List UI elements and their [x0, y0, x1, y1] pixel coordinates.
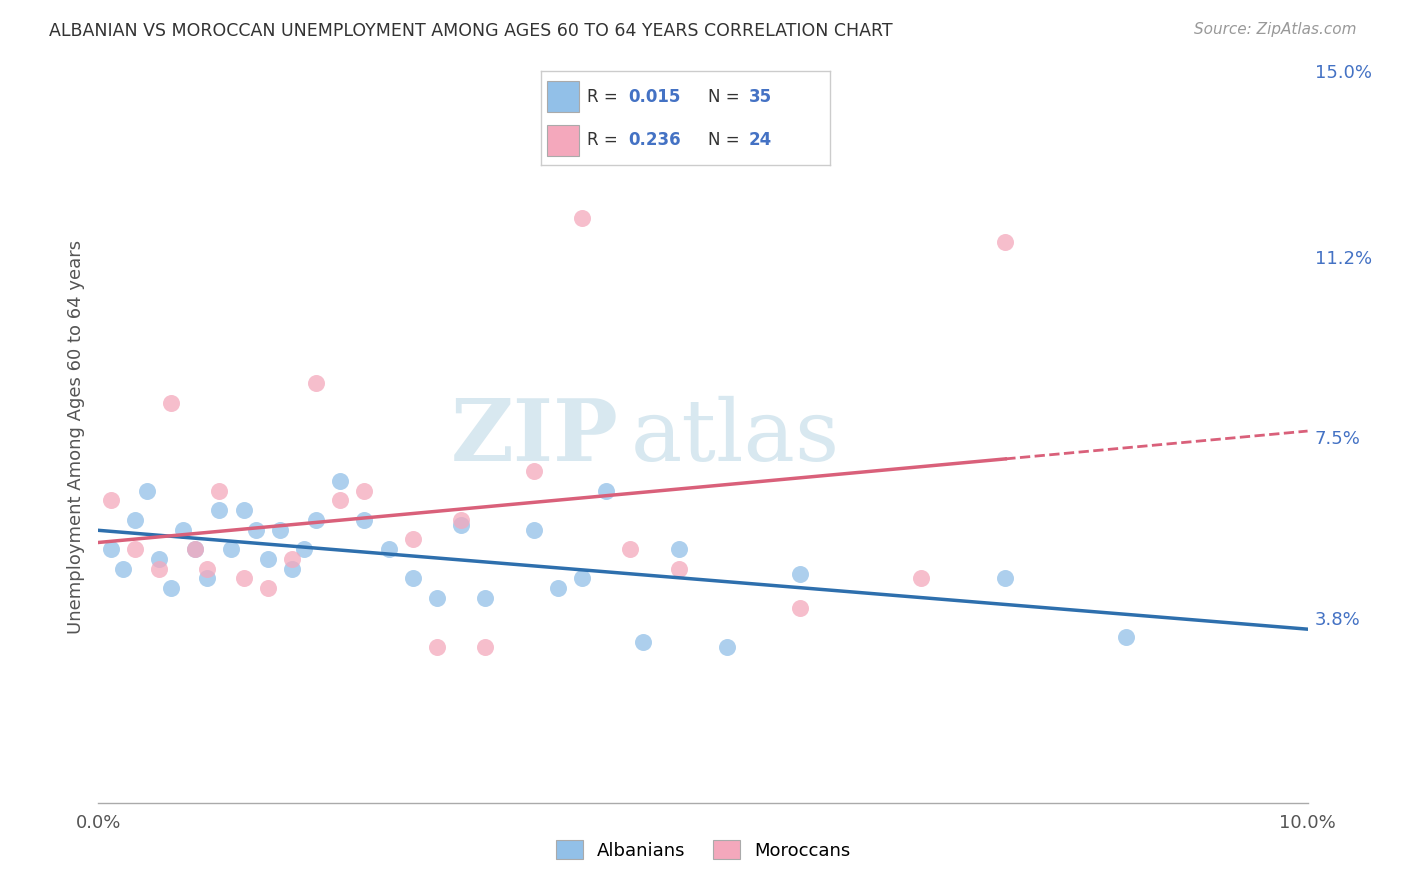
Text: 24: 24	[749, 131, 772, 149]
Point	[426, 591, 449, 605]
Point	[450, 517, 472, 532]
Text: N =: N =	[709, 131, 745, 149]
Point	[195, 572, 218, 586]
Point	[135, 483, 157, 498]
Point	[619, 542, 641, 557]
Text: ALBANIAN VS MOROCCAN UNEMPLOYMENT AMONG AGES 60 TO 64 YEARS CORRELATION CHART: ALBANIAN VS MOROCCAN UNEMPLOYMENT AMONG …	[49, 22, 893, 40]
Point	[426, 640, 449, 654]
Point	[124, 513, 146, 527]
Point	[523, 523, 546, 537]
Y-axis label: Unemployment Among Ages 60 to 64 years: Unemployment Among Ages 60 to 64 years	[66, 240, 84, 634]
Point	[148, 552, 170, 566]
Point	[631, 635, 654, 649]
Point	[281, 562, 304, 576]
FancyBboxPatch shape	[547, 81, 579, 112]
Point	[245, 523, 267, 537]
Point	[789, 566, 811, 581]
Point	[184, 542, 207, 557]
Point	[353, 483, 375, 498]
Point	[377, 542, 399, 557]
Point	[208, 503, 231, 517]
Point	[547, 581, 569, 595]
Text: 0.015: 0.015	[627, 87, 681, 105]
Point	[184, 542, 207, 557]
Point	[402, 572, 425, 586]
Text: N =: N =	[709, 87, 745, 105]
Point	[256, 581, 278, 595]
Text: 35: 35	[749, 87, 772, 105]
Point	[305, 513, 328, 527]
Point	[292, 542, 315, 557]
Point	[474, 591, 496, 605]
Text: 0.236: 0.236	[627, 131, 681, 149]
Point	[160, 581, 183, 595]
Text: atlas: atlas	[630, 395, 839, 479]
Point	[1115, 630, 1137, 644]
Point	[329, 493, 352, 508]
Point	[910, 572, 932, 586]
Point	[281, 552, 304, 566]
Point	[256, 552, 278, 566]
Point	[100, 542, 122, 557]
Point	[195, 562, 218, 576]
Point	[160, 396, 183, 410]
Point	[474, 640, 496, 654]
Point	[111, 562, 134, 576]
Point	[450, 513, 472, 527]
Point	[305, 376, 328, 391]
Point	[172, 523, 194, 537]
Text: R =: R =	[588, 87, 623, 105]
Point	[100, 493, 122, 508]
Point	[269, 523, 291, 537]
Text: R =: R =	[588, 131, 623, 149]
Point	[668, 562, 690, 576]
Point	[208, 483, 231, 498]
Point	[595, 483, 617, 498]
Point	[221, 542, 243, 557]
Text: ZIP: ZIP	[450, 395, 619, 479]
Point	[994, 572, 1017, 586]
Point	[571, 572, 593, 586]
Point	[148, 562, 170, 576]
Point	[124, 542, 146, 557]
Text: Source: ZipAtlas.com: Source: ZipAtlas.com	[1194, 22, 1357, 37]
Point	[232, 503, 254, 517]
Point	[402, 533, 425, 547]
Point	[571, 211, 593, 225]
Point	[668, 542, 690, 557]
FancyBboxPatch shape	[547, 125, 579, 156]
Point	[329, 474, 352, 488]
Legend: Albanians, Moroccans: Albanians, Moroccans	[548, 833, 858, 867]
Point	[789, 600, 811, 615]
Point	[716, 640, 738, 654]
Point	[353, 513, 375, 527]
Point	[994, 235, 1017, 249]
Point	[523, 464, 546, 478]
Point	[232, 572, 254, 586]
